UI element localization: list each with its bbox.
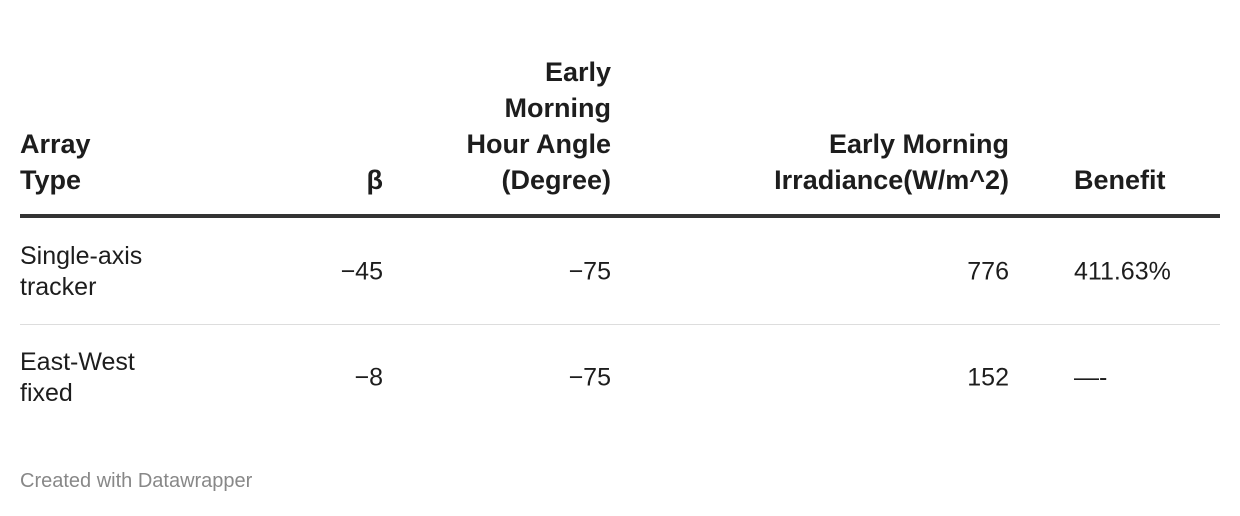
header-cell: Benefit xyxy=(1074,165,1166,195)
header-rule xyxy=(20,214,1220,218)
header-cell: Early Morning Irradiance(W/m^2) xyxy=(774,129,1009,195)
cell: −75 xyxy=(568,363,611,392)
cell: Single-axis tracker xyxy=(20,242,143,301)
cell: 776 xyxy=(967,257,1009,286)
header-cell: Early Morning Hour Angle (Degree) xyxy=(466,57,612,195)
cell: 152 xyxy=(967,363,1009,392)
cell: −8 xyxy=(354,363,383,392)
header-cell: Array Type xyxy=(20,129,91,195)
cell: −75 xyxy=(568,257,611,286)
cell: East-West fixed xyxy=(20,348,135,407)
credit: Created with Datawrapper xyxy=(20,470,253,492)
row-rule xyxy=(20,324,1220,325)
header-cell: β xyxy=(366,165,383,195)
cell: −45 xyxy=(340,257,383,286)
cell: 411.63% xyxy=(1074,257,1171,286)
cell: —- xyxy=(1074,363,1108,392)
